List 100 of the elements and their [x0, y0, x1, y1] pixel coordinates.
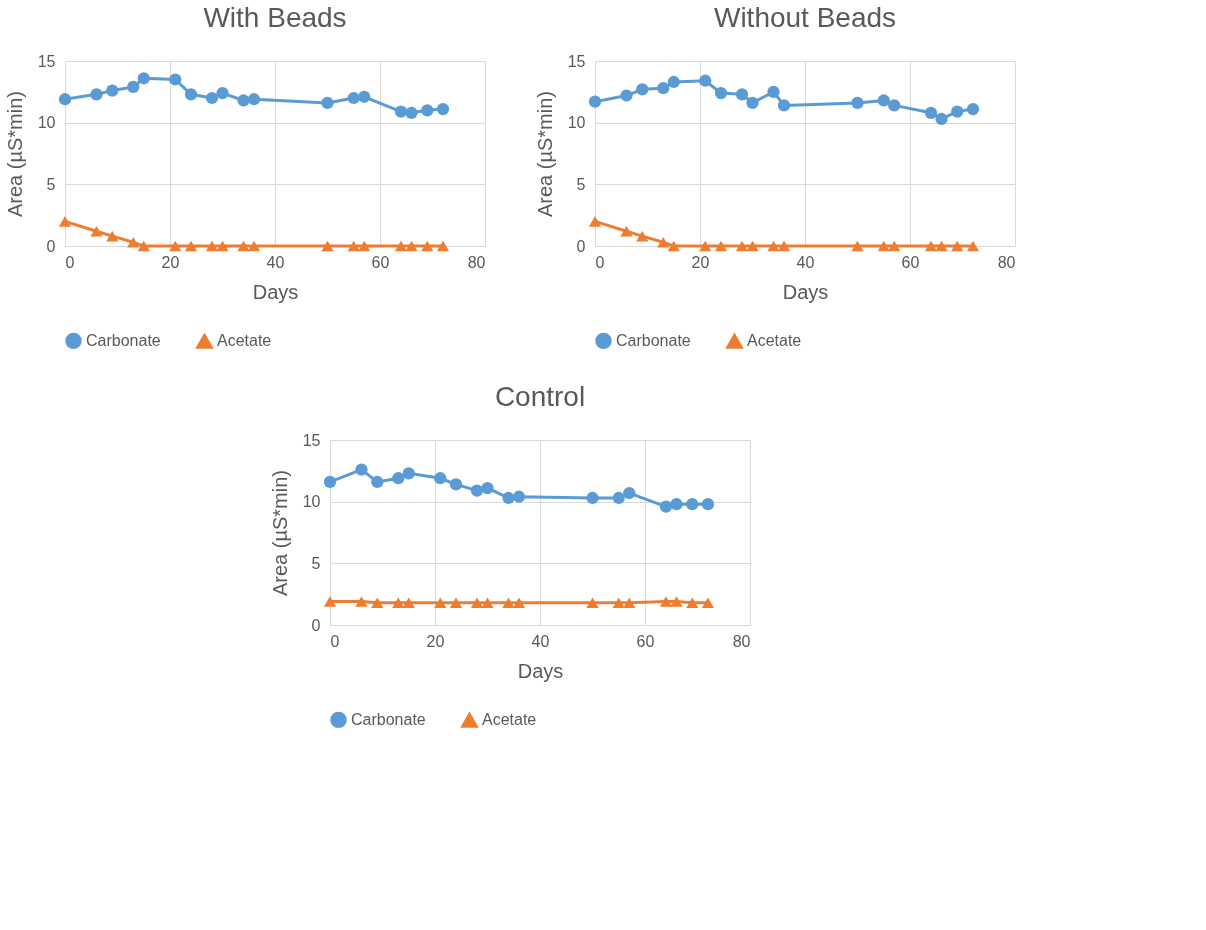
point — [321, 96, 334, 110]
x-axis-title: Days — [252, 280, 299, 303]
y-tick-label: 15 — [37, 52, 56, 70]
point — [659, 500, 673, 513]
point — [951, 240, 964, 252]
point — [636, 230, 649, 242]
point — [512, 597, 526, 609]
x-tick-label: 20 — [691, 253, 710, 271]
point — [58, 93, 72, 106]
point — [106, 230, 119, 242]
point — [699, 240, 712, 252]
x-tick-label: 80 — [997, 253, 1016, 271]
point — [470, 597, 484, 609]
point — [701, 597, 715, 609]
y-tick-label: 0 — [576, 237, 586, 255]
y-tick-label: 15 — [302, 431, 321, 449]
point — [714, 86, 728, 100]
x-tick-label: 60 — [636, 632, 655, 650]
chart-title: Control — [494, 381, 586, 412]
point — [924, 106, 938, 119]
point — [951, 105, 964, 118]
point — [402, 597, 415, 609]
point — [746, 240, 759, 252]
point — [358, 90, 371, 103]
point — [888, 240, 901, 252]
point — [612, 597, 625, 609]
point — [421, 240, 434, 252]
point — [323, 475, 337, 489]
x-axis-title: Days — [782, 280, 829, 303]
point — [405, 240, 418, 252]
legend-label: Carbonate — [86, 331, 161, 349]
x-tick-label: 40 — [531, 632, 550, 650]
point — [169, 240, 182, 252]
x-tick-label: 80 — [467, 253, 486, 271]
point — [586, 597, 599, 609]
point — [184, 240, 198, 252]
x-tick-label: 40 — [266, 253, 285, 271]
point — [670, 498, 683, 511]
point — [735, 88, 749, 101]
point — [355, 463, 368, 476]
point — [588, 216, 602, 227]
y-axis-title: Area (µS*min) — [3, 91, 26, 217]
legend-label: Acetate — [217, 332, 272, 350]
point — [137, 72, 150, 85]
point — [216, 86, 229, 100]
y-tick-label: 10 — [302, 493, 321, 511]
legend-label: Carbonate — [616, 331, 691, 349]
chart-title: With Beads — [203, 2, 347, 33]
point — [877, 94, 890, 107]
x-axis-title: Days — [517, 659, 564, 682]
point — [657, 82, 670, 95]
point — [347, 240, 360, 252]
point — [966, 102, 980, 116]
y-axis-title: Area (µS*min) — [533, 91, 556, 217]
point — [371, 597, 384, 609]
point — [667, 75, 680, 89]
x-tick-label: 20 — [161, 253, 180, 271]
point — [90, 225, 103, 237]
point — [205, 91, 219, 105]
point — [935, 240, 948, 252]
point — [714, 240, 728, 252]
point — [371, 475, 384, 489]
point — [405, 106, 418, 119]
x-tick-label: 40 — [796, 253, 815, 271]
point — [586, 491, 599, 505]
point — [735, 240, 749, 252]
point — [58, 216, 72, 227]
point — [247, 240, 261, 252]
point — [247, 93, 261, 106]
x-tick-label: 0 — [595, 253, 605, 271]
point — [767, 85, 780, 98]
legend-label: Acetate — [747, 332, 802, 350]
point — [699, 74, 712, 87]
point — [137, 240, 150, 252]
point — [686, 498, 699, 511]
point — [636, 83, 649, 96]
point — [612, 491, 625, 505]
point — [877, 240, 890, 252]
point — [588, 95, 602, 108]
y-tick-label: 0 — [311, 616, 321, 634]
point — [358, 240, 371, 252]
point — [620, 225, 633, 237]
point — [667, 240, 680, 252]
point — [701, 498, 715, 511]
y-tick-label: 15 — [567, 52, 586, 70]
point — [481, 597, 494, 609]
point — [620, 89, 633, 102]
point — [746, 96, 759, 110]
x-tick-label: 0 — [330, 632, 340, 650]
point — [434, 597, 447, 609]
point — [347, 91, 360, 105]
point — [321, 240, 334, 252]
point — [670, 596, 683, 607]
y-tick-label: 10 — [37, 114, 56, 132]
point — [421, 104, 434, 117]
x-tick-label: 80 — [732, 632, 751, 650]
point — [657, 237, 670, 248]
point — [449, 478, 463, 491]
legend-label: Carbonate — [351, 710, 426, 728]
point — [966, 240, 980, 252]
